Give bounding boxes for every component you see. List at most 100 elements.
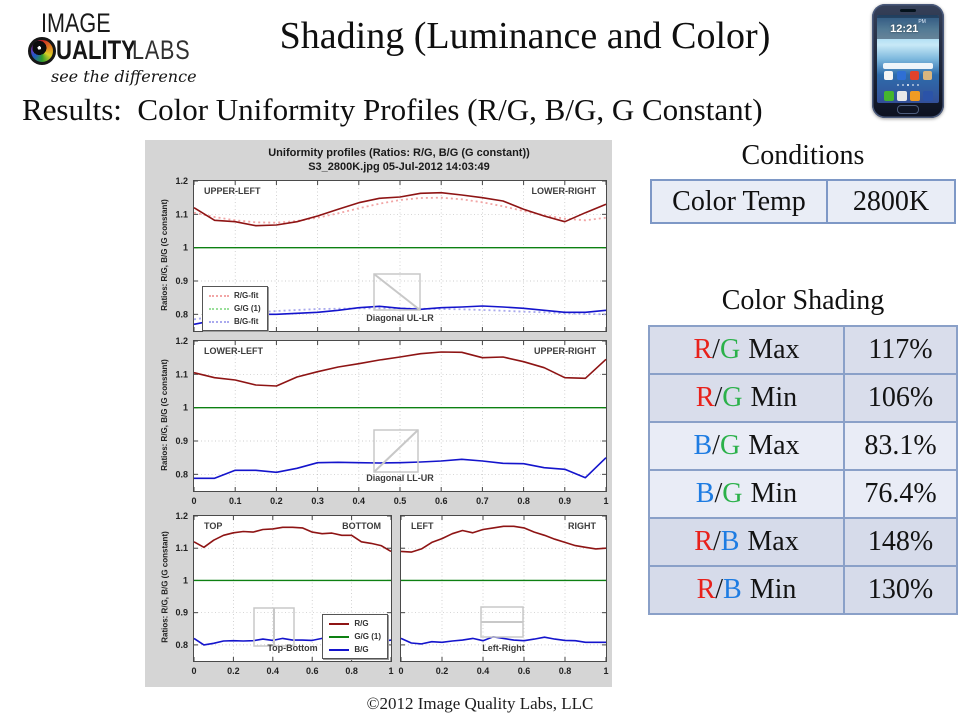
svg-text:0.6: 0.6: [306, 666, 319, 676]
svg-text:0.5: 0.5: [394, 496, 407, 506]
svg-text:0.8: 0.8: [517, 496, 530, 506]
phone-page-dots: [877, 83, 939, 86]
svg-text:0: 0: [191, 666, 196, 676]
plot-canvas: 0 0.2 0.4 0.6 0.8 1 0.8 0.9 1 1.1 1.2: [175, 511, 393, 676]
profile-direction-label: Left-Right: [482, 643, 525, 653]
phone-screen: 12:21PM: [877, 15, 939, 103]
ratio-label: R / B Min: [650, 567, 845, 613]
logo-word-labs: LABS: [131, 35, 190, 65]
ratio-value: 130%: [867, 574, 934, 605]
ratio-value: 106%: [867, 382, 934, 413]
svg-text:1: 1: [183, 575, 188, 585]
svg-text:0.4: 0.4: [477, 666, 490, 676]
subplot-top-bottom: 0 0.2 0.4 0.6 0.8 1 0.8 0.9 1 1.1 1.2 Ratios: R/G,…: [161, 511, 394, 676]
logo-tagline: see the difference: [51, 67, 197, 86]
svg-text:1.1: 1.1: [175, 543, 188, 553]
ratio-value: 76.4%: [864, 478, 937, 509]
logo-word-uality: UALITY: [56, 35, 136, 65]
ratio-label: B / G Min: [650, 471, 845, 517]
subplot-diagonal-ll-ur: 0 0.1 0.2 0.3 0.4 0.5 0.6 0.7 0.8 0.9 1 0.8 0.9 1 1.1 1…: [160, 336, 609, 506]
svg-text:0.1: 0.1: [229, 496, 242, 506]
table-row: R / G Min 106%: [650, 373, 956, 421]
svg-text:1.2: 1.2: [175, 511, 188, 521]
svg-text:1: 1: [603, 496, 608, 506]
table-row: R / G Max 117%: [650, 327, 956, 373]
corner-label-start: LEFT: [411, 521, 434, 531]
app-icon: [897, 71, 906, 81]
profile-direction-label: Diagonal LL-UR: [366, 473, 434, 483]
ratio-value: 83.1%: [864, 430, 937, 461]
logo-word-qualitylabs: UALITY LABS: [28, 35, 205, 66]
table-row: B / G Min 76.4%: [650, 469, 956, 517]
diagonal-ll-ur-icon: [373, 429, 419, 473]
legend-label: G/G (1): [354, 632, 381, 641]
svg-text:0.8: 0.8: [175, 640, 188, 650]
svg-text:0: 0: [191, 496, 196, 506]
subplot-left-right: 0 0.2 0.4 0.6 0.8 1 LEFT RIGHT Left-Right: [398, 515, 609, 676]
profile-direction-label: Top-Bottom: [267, 643, 318, 653]
page-title: Shading (Luminance and Color): [279, 15, 771, 57]
svg-text:0.2: 0.2: [227, 666, 240, 676]
svg-text:0.8: 0.8: [175, 469, 188, 479]
svg-text:0.8: 0.8: [559, 666, 572, 676]
corner-label-end: RIGHT: [568, 521, 596, 531]
corner-label-end: BOTTOM: [342, 521, 381, 531]
apps-icon: [922, 91, 933, 101]
svg-text:0.8: 0.8: [175, 309, 188, 319]
legend-swatch-gg: [209, 307, 229, 310]
figure-title: Uniformity profiles (Ratios: R/G, B/G (G…: [268, 147, 530, 159]
ratio-label: B / G Max: [650, 423, 845, 469]
legend-label: B/G: [354, 645, 369, 654]
ratio-label: R / B Max: [650, 519, 845, 565]
subtitle: Results: Color Uniformity Profiles (R/G,…: [22, 92, 763, 127]
plot-canvas: 0 0.2 0.4 0.6 0.8 1: [398, 515, 609, 676]
condition-label: Color Temp: [652, 181, 828, 222]
svg-text:0: 0: [398, 666, 403, 676]
legend-swatch-bg: [329, 648, 350, 651]
svg-text:1: 1: [183, 403, 188, 413]
legend-series: R/G G/G (1) B/G: [322, 614, 388, 659]
uniformity-figure: Uniformity profiles (Ratios: R/G, B/G (G…: [145, 140, 612, 687]
ratio-label: R / G Min: [650, 375, 845, 421]
phone-search-bar: [883, 62, 933, 69]
table-row: R / B Min 130%: [650, 565, 956, 613]
phone-home-button: [897, 105, 919, 114]
svg-text:1.1: 1.1: [175, 209, 188, 219]
app-icon: [910, 71, 919, 81]
contacts-app-icon: [896, 91, 907, 101]
svg-text:0.9: 0.9: [175, 608, 188, 618]
figure-subtitle: S3_2800K.jpg 05-Jul-2012 14:03:49: [308, 161, 490, 173]
ratio-label: R / G Max: [650, 327, 845, 373]
plot-canvas: 0.8 0.9 1 1.1 1.2: [175, 176, 607, 331]
plot-canvas: 0 0.1 0.2 0.3 0.4 0.5 0.6 0.7 0.8 0.9 1 0.8 0.9 1 1.1 1…: [175, 336, 608, 506]
svg-text:0.7: 0.7: [476, 496, 489, 506]
corner-label-start: TOP: [204, 521, 223, 531]
conditions-table: Color Temp 2800K: [650, 179, 956, 224]
eye-icon: [28, 36, 56, 65]
company-logo: IMAGE UALITY LABS see the difference: [14, 6, 204, 90]
svg-text:0.3: 0.3: [311, 496, 324, 506]
phone-app-row: [882, 71, 934, 81]
phone-dock: [882, 91, 934, 101]
svg-text:0.8: 0.8: [345, 666, 358, 676]
logo-word-image: IMAGE: [41, 8, 111, 38]
legend-label: B/G-fit: [234, 317, 259, 326]
phone-clock-widget: 12:21PM: [877, 18, 939, 39]
phone-photo: 12:21PM: [872, 4, 944, 118]
y-axis-label: Ratios: R/G, B/G (G constant): [160, 199, 169, 311]
svg-text:0.6: 0.6: [435, 496, 448, 506]
messages-app-icon: [909, 91, 920, 101]
svg-text:1.2: 1.2: [175, 336, 188, 346]
legend-label: R/G-fit: [234, 291, 259, 300]
svg-text:1.2: 1.2: [175, 176, 188, 186]
color-shading-table: R / G Max 117% R / G Min 106% B / G Max 83.1% B / G…: [648, 325, 958, 615]
ratio-value: 117%: [868, 334, 933, 365]
svg-text:1: 1: [603, 666, 608, 676]
svg-text:0.2: 0.2: [270, 496, 283, 506]
left-right-icon: [480, 606, 524, 638]
svg-text:0.4: 0.4: [267, 666, 280, 676]
profile-direction-label: Diagonal UL-LR: [366, 313, 434, 323]
legend-swatch-gg: [329, 635, 350, 638]
condition-value: 2800K: [852, 185, 930, 217]
phone-clock: 12:21: [890, 23, 919, 35]
